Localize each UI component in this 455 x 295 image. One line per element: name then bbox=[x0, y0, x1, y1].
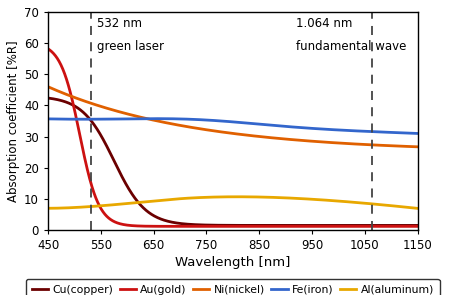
Text: 532 nm: 532 nm bbox=[96, 17, 142, 30]
Legend: Cu(copper), Au(gold), Ni(nickel), Fe(iron), Al(aluminum): Cu(copper), Au(gold), Ni(nickel), Fe(iro… bbox=[26, 279, 440, 295]
Text: fundamental wave: fundamental wave bbox=[296, 40, 406, 53]
Y-axis label: Absorption coefficient [%R]: Absorption coefficient [%R] bbox=[7, 40, 20, 202]
Text: 1.064 nm: 1.064 nm bbox=[296, 17, 352, 30]
Text: green laser: green laser bbox=[96, 40, 164, 53]
X-axis label: Wavelength [nm]: Wavelength [nm] bbox=[175, 256, 291, 269]
